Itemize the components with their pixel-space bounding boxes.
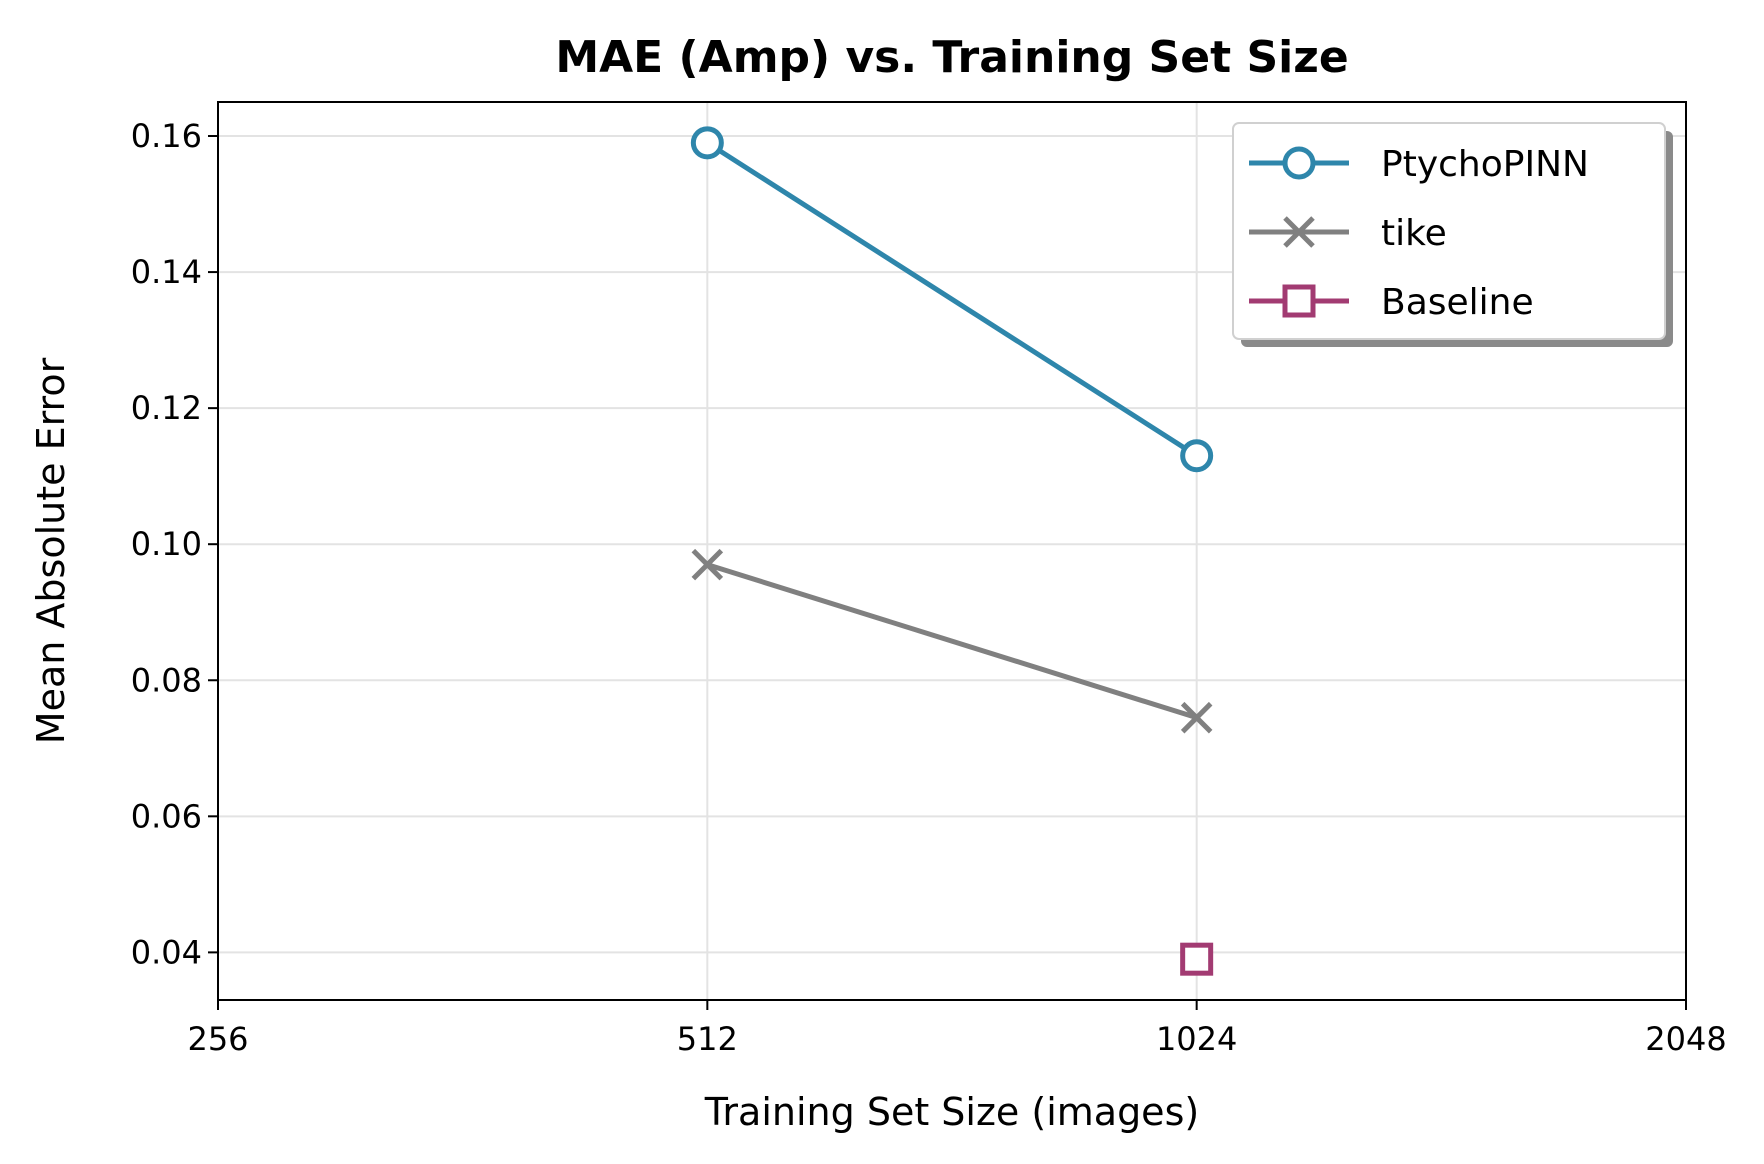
y-axis: 0.04 0.06 0.08 0.10 0.12 0.14 0.16 <box>131 117 218 971</box>
legend: PtychoPINN tike Baseline <box>1232 122 1673 347</box>
data-point-baseline <box>1180 942 1214 976</box>
series-tike <box>691 548 1213 734</box>
legend-label-ptychopinn: PtychoPINN <box>1381 144 1589 185</box>
y-tick-label: 0.10 <box>131 525 202 563</box>
legend-entry-ptychopinn: PtychoPINN <box>1249 144 1589 185</box>
plot-frame <box>217 101 1687 1001</box>
legend-label-baseline: Baseline <box>1381 282 1534 323</box>
data-point-ptychopinn <box>1180 439 1214 473</box>
data-point-ptychopinn <box>690 126 724 160</box>
y-tick-label: 0.16 <box>131 117 202 155</box>
legend-marker-tike <box>1283 216 1315 248</box>
x-tick-label: 1024 <box>1156 1020 1237 1058</box>
series-baseline <box>1180 942 1214 976</box>
x-marker-stroke <box>691 548 724 581</box>
x-marker-stroke <box>1180 701 1213 734</box>
series-line-ptychopinn <box>705 140 1199 458</box>
x-axis: 256 512 1024 2048 <box>187 1000 1727 1058</box>
series-ptychopinn <box>690 126 1214 473</box>
data-point-tike <box>1180 701 1213 734</box>
chart-title: MAE (Amp) vs. Training Set Size <box>555 32 1348 83</box>
y-tick-label: 0.14 <box>131 253 202 291</box>
series-layer <box>690 126 1214 976</box>
y-axis-label: Mean Absolute Error <box>29 357 73 744</box>
series-line-tike <box>706 562 1198 721</box>
x-marker-stroke <box>1283 216 1315 248</box>
legend-label-tike: tike <box>1381 213 1447 254</box>
data-point-tike <box>691 548 724 581</box>
y-tick-label: 0.08 <box>131 661 202 699</box>
legend-entry-baseline: Baseline <box>1249 282 1534 323</box>
legend-marker-baseline <box>1282 284 1316 318</box>
legend-box <box>1232 122 1666 340</box>
y-tick-label: 0.04 <box>131 933 202 971</box>
legend-marker-ptychopinn <box>1282 146 1316 180</box>
x-axis-label: Training Set Size (images) <box>704 1090 1199 1134</box>
y-tick-label: 0.12 <box>131 389 202 427</box>
x-tick-label: 256 <box>187 1020 248 1058</box>
x-tick-label: 512 <box>677 1020 738 1058</box>
legend-entry-tike: tike <box>1249 213 1447 254</box>
x-tick-label: 2048 <box>1645 1020 1726 1058</box>
y-tick-label: 0.06 <box>131 797 202 835</box>
